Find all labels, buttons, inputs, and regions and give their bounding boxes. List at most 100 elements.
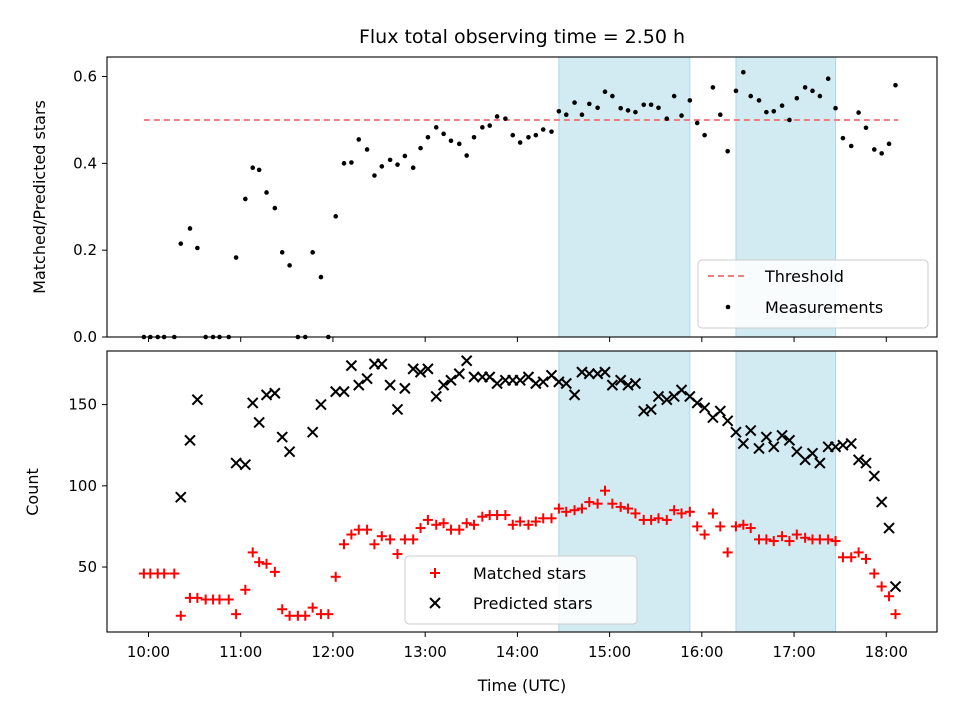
predicted-stars-point	[184, 434, 196, 447]
measurement-point	[341, 161, 347, 166]
matched-stars-point	[214, 594, 225, 605]
measurement-point	[433, 125, 439, 130]
matched-stars-point	[175, 610, 186, 621]
x-tick-label: 17:00	[772, 643, 815, 661]
measurement-point	[764, 109, 769, 115]
predicted-stars-point	[845, 437, 857, 450]
predicted-stars-point	[514, 374, 526, 386]
measurement-point	[779, 103, 785, 108]
shaded-interval	[735, 350, 837, 633]
measurement-point	[372, 173, 377, 178]
measurement-point	[817, 93, 823, 99]
legend-predicted-swatch	[429, 597, 441, 609]
matched-stars-point	[853, 547, 864, 558]
predicted-stars-point	[338, 385, 350, 398]
matched-stars-point	[707, 508, 718, 519]
measurement-point	[587, 101, 592, 107]
predicted-stars-point	[239, 458, 252, 471]
predicted-stars-point	[537, 376, 549, 388]
predicted-stars-point	[783, 434, 796, 447]
x-tick-label: 13:00	[404, 643, 447, 661]
measurement-point	[871, 147, 877, 152]
predicted-stars-point	[376, 358, 388, 370]
matched-stars-point	[231, 609, 242, 620]
measurement-point	[641, 102, 647, 108]
measurement-point	[694, 120, 700, 126]
predicted-stars-point	[721, 415, 734, 427]
matched-stars-point	[600, 485, 610, 496]
predicted-stars-point	[437, 379, 450, 391]
matched-stars-point	[661, 514, 672, 525]
predicted-stars-point	[652, 390, 665, 403]
measurement-point	[671, 93, 677, 99]
measurement-point	[656, 105, 661, 111]
y-tick-label: 0.6	[73, 68, 97, 86]
predicted-stars-point	[399, 382, 411, 395]
x-tick-label: 16:00	[680, 643, 723, 661]
y-tick-label: 0.2	[73, 241, 97, 259]
lower-legend-box	[404, 555, 638, 625]
predicted-stars-point	[353, 379, 365, 391]
measurement-point	[540, 127, 546, 132]
matched-stars-point	[477, 511, 488, 522]
chart-title: Flux total observing time = 2.50 h	[359, 26, 685, 48]
matched-stars-point	[392, 549, 403, 560]
measurement-point	[503, 116, 508, 121]
matched-stars-point	[653, 513, 664, 524]
matched-stars-point	[738, 519, 749, 530]
matched-stars-point	[277, 604, 288, 615]
measurement-point	[625, 108, 631, 113]
measurement-point	[264, 190, 269, 195]
predicted-stars-point	[606, 379, 619, 391]
measurement-point	[187, 226, 193, 231]
legend-plus-marker	[430, 568, 440, 578]
measurement-point	[733, 88, 739, 94]
predicted-stars-point	[269, 387, 281, 399]
matched-stars-point	[615, 501, 626, 512]
predicted-stars-point	[453, 368, 465, 380]
matched-stars-point	[722, 547, 733, 558]
measurement-point	[441, 131, 446, 137]
predicted-stars-point	[760, 431, 773, 443]
predicted-stars-point	[175, 491, 187, 503]
matched-stars-point	[730, 521, 741, 532]
measurement-point	[272, 205, 278, 211]
measurement-point	[717, 112, 723, 118]
matched-stars-point	[623, 503, 634, 514]
predicted-stars-point	[430, 390, 442, 403]
y-tick-label: 50	[78, 558, 97, 576]
predicted-stars-point	[629, 377, 642, 390]
measurement-point	[349, 160, 354, 165]
predicted-stars-point	[875, 496, 888, 508]
predicted-stars-point	[814, 457, 826, 469]
measurement-point	[318, 274, 324, 280]
predicted-stars-point	[330, 385, 342, 398]
predicted-stars-point	[491, 377, 503, 390]
predicted-stars-point	[889, 580, 902, 593]
matched-stars-point	[307, 602, 318, 613]
legend-measurements-swatch	[725, 304, 731, 310]
predicted-stars-point	[568, 389, 581, 401]
legend-measurements-label: Measurements	[765, 298, 883, 317]
y-tick-label: 150	[68, 396, 97, 414]
lower-y-axis-label: Count	[23, 468, 42, 516]
measurement-point	[178, 241, 184, 246]
predicted-stars-point	[753, 442, 765, 455]
legend-predicted-label: Predicted stars	[473, 594, 593, 613]
upper-panel-frame	[106, 56, 938, 338]
measurement-point	[418, 145, 423, 151]
x-tick-label: 11:00	[219, 643, 262, 661]
predicted-stars-point	[460, 355, 473, 367]
matched-stars-point	[431, 519, 442, 530]
matched-stars-point	[346, 529, 357, 540]
matched-stars-point	[422, 514, 433, 525]
predicted-stars-point	[745, 424, 757, 437]
measurement-point	[379, 164, 385, 169]
upper-legend-box	[697, 259, 929, 329]
matched-stars-point	[192, 592, 203, 603]
x-tick-label: 12:00	[311, 643, 354, 661]
measurement-point	[579, 112, 585, 118]
predicted-stars-point	[391, 403, 404, 416]
predicted-stars-point	[776, 429, 788, 442]
matched-stars-point	[876, 581, 887, 592]
